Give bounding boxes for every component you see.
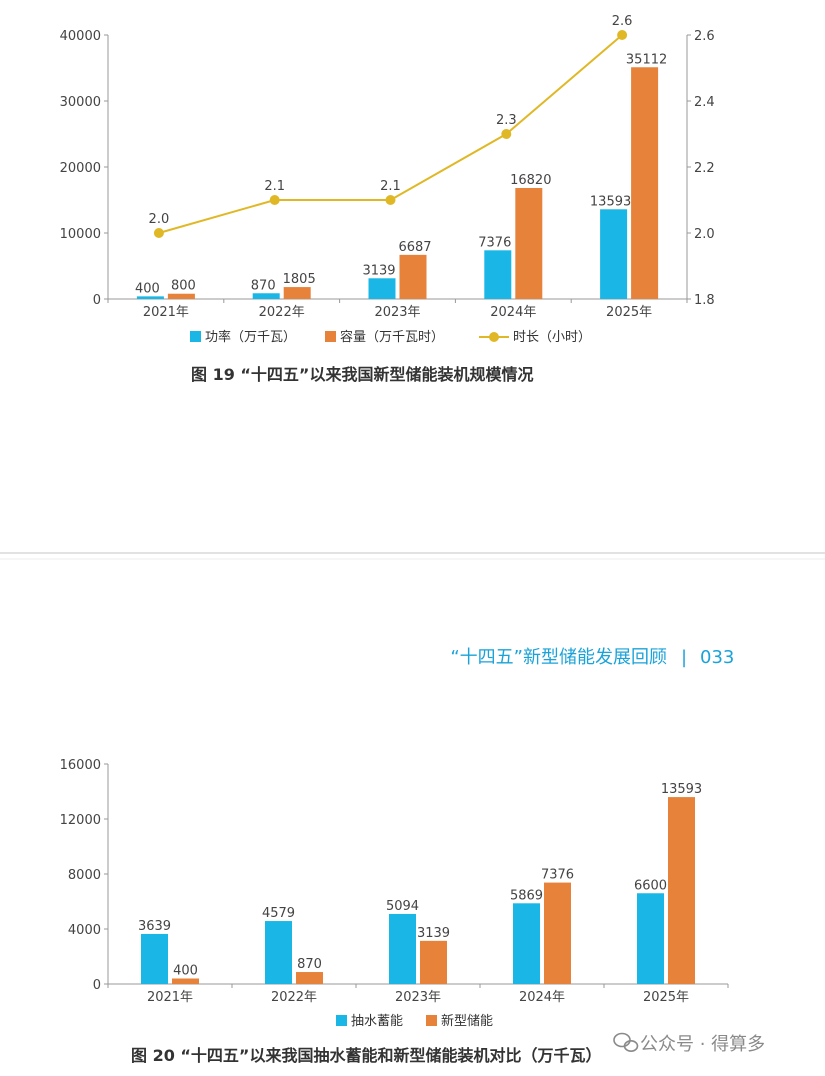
x-tick-label: 2025年: [643, 990, 689, 1005]
data-label-duration: 2.1: [264, 179, 285, 194]
bar-capacity: [167, 293, 195, 299]
y-tick-label: 16000: [60, 758, 101, 773]
data-label-power: 400: [135, 281, 160, 296]
point-duration: [501, 129, 512, 139]
data-label-pumped-storage: 6600: [634, 878, 667, 893]
legend-label-duration: 时长（小时）: [513, 330, 591, 345]
data-label-new-storage: 400: [173, 964, 198, 979]
data-label-new-storage: 13593: [661, 782, 702, 797]
bar-new-storage: [172, 978, 199, 984]
bar-pumped-storage: [513, 903, 540, 984]
y2-tick-label: 2.4: [694, 95, 715, 110]
y2-tick-label: 1.8: [694, 293, 715, 308]
data-label-power: 7376: [478, 235, 511, 250]
y-tick-label: 20000: [60, 161, 101, 176]
page-header-separator: |: [681, 647, 687, 668]
bar-capacity: [515, 187, 543, 299]
page-header: “十四五”新型储能发展回顾 | 033: [450, 647, 734, 668]
y-tick-label: 10000: [60, 227, 101, 242]
y-tick-label: 12000: [60, 813, 101, 828]
bar-power: [600, 209, 628, 299]
bar-power: [368, 278, 396, 299]
chart-caption: 图 20 “十四五”以来我国抽水蓄能和新型储能装机对比（万千瓦）: [131, 1046, 601, 1065]
legend-swatch-power: [190, 331, 201, 342]
y-tick-label: 0: [93, 978, 101, 993]
x-tick-label: 2022年: [271, 990, 317, 1005]
data-label-pumped-storage: 3639: [138, 919, 171, 934]
bar-power: [136, 296, 164, 299]
y2-tick-label: 2.0: [694, 227, 715, 242]
legend-label-new-storage: 新型储能: [441, 1013, 493, 1029]
y-tick-label: 4000: [68, 923, 101, 938]
legend-label-power: 功率（万千瓦）: [205, 329, 296, 345]
bar-power: [484, 250, 512, 299]
data-label-new-storage: 3139: [417, 926, 450, 941]
point-duration: [617, 30, 628, 40]
bar-capacity: [283, 287, 311, 299]
data-label-pumped-storage: 5869: [510, 888, 543, 903]
bar-pumped-storage: [389, 913, 416, 984]
legend-label-pumped-storage: 抽水蓄能: [351, 1014, 403, 1029]
x-tick-label: 2021年: [147, 990, 193, 1005]
bar-capacity: [631, 67, 659, 299]
data-label-capacity: 6687: [398, 240, 431, 255]
data-label-capacity: 35112: [626, 52, 667, 67]
data-label-duration: 2.3: [496, 113, 517, 128]
data-label-new-storage: 7376: [541, 868, 574, 883]
data-label-capacity: 16820: [510, 173, 551, 188]
bar-pumped-storage: [141, 933, 168, 984]
bar-pumped-storage: [637, 893, 664, 984]
legend-marker-duration: [489, 332, 499, 342]
legend-swatch-pumped-storage: [336, 1015, 347, 1026]
point-duration: [385, 195, 396, 205]
chart-caption: 图 19 “十四五”以来我国新型储能装机规模情况: [191, 365, 533, 384]
x-tick-label: 2024年: [519, 990, 565, 1005]
data-label-power: 3139: [362, 263, 395, 278]
data-label-new-storage: 870: [297, 957, 322, 972]
point-duration: [153, 228, 164, 238]
y-tick-label: 40000: [60, 29, 101, 44]
y2-tick-label: 2.2: [694, 161, 715, 176]
x-tick-label: 2025年: [606, 305, 652, 320]
x-tick-label: 2024年: [490, 305, 536, 320]
bar-power: [252, 293, 280, 299]
data-label-capacity: 1805: [283, 272, 316, 287]
data-label-pumped-storage: 5094: [386, 899, 419, 914]
chart-19: 0 10000 20000 30000 40000 1.8 2.0 2.2 2.4 2.6 2021…: [60, 14, 715, 384]
bar-capacity: [399, 254, 427, 299]
y-tick-label: 8000: [68, 868, 101, 883]
x-tick-label: 2023年: [395, 990, 441, 1005]
data-label-duration: 2.0: [149, 212, 170, 227]
bar-new-storage: [420, 940, 447, 984]
page-number: 033: [700, 647, 734, 668]
y2-tick-label: 2.6: [694, 29, 715, 44]
legend-label-capacity: 容量（万千瓦时）: [340, 329, 444, 345]
data-label-power: 13593: [590, 194, 631, 209]
x-tick-label: 2021年: [143, 305, 189, 320]
bar-pumped-storage: [265, 921, 292, 984]
data-label-pumped-storage: 4579: [262, 906, 295, 921]
x-tick-label: 2022年: [259, 305, 305, 320]
legend-swatch-capacity: [325, 331, 336, 342]
x-tick-label: 2023年: [374, 305, 420, 320]
bar-new-storage: [668, 797, 695, 984]
data-label-duration: 2.1: [380, 179, 401, 194]
bar-new-storage: [544, 882, 571, 984]
point-duration: [269, 195, 280, 205]
y-tick-label: 0: [93, 293, 101, 308]
page-header-title: “十四五”新型储能发展回顾: [450, 647, 667, 668]
data-label-power: 870: [251, 278, 276, 293]
y-tick-label: 30000: [60, 95, 101, 110]
legend-swatch-new-storage: [426, 1015, 437, 1026]
data-label-duration: 2.6: [612, 14, 633, 29]
bar-new-storage: [296, 972, 323, 984]
data-label-capacity: 800: [171, 279, 196, 294]
